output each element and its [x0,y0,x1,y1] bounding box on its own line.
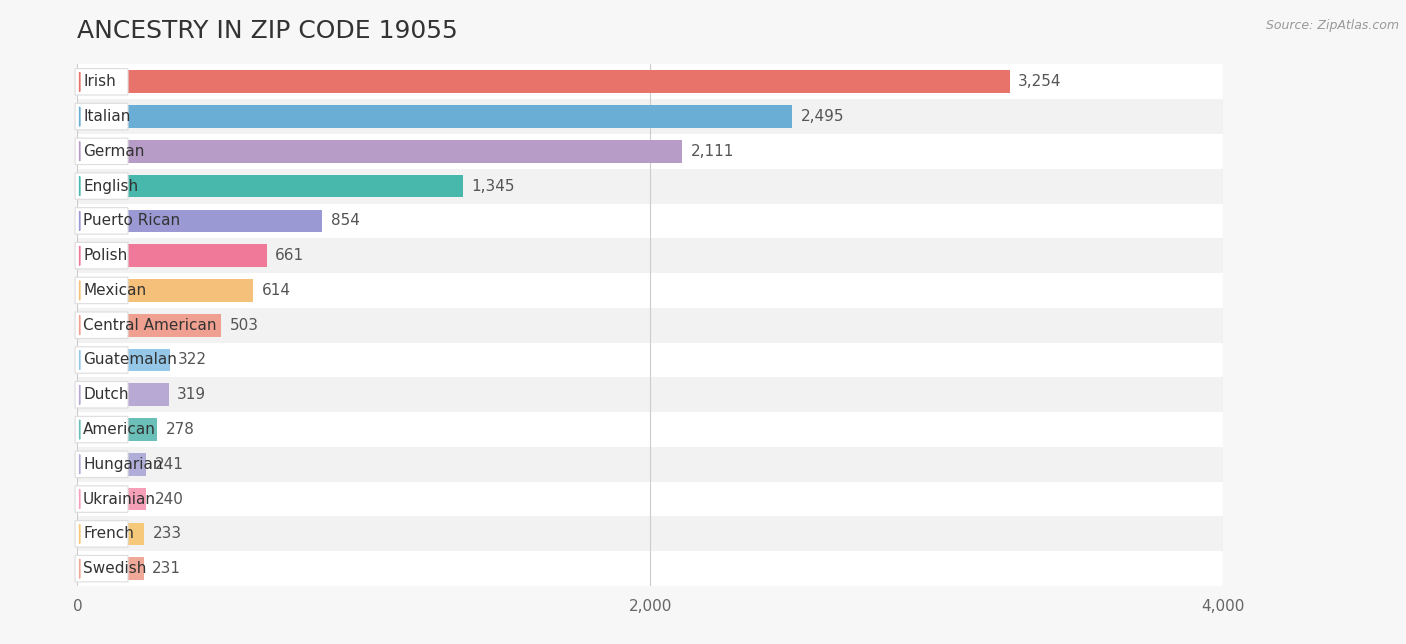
Text: 319: 319 [177,387,207,402]
Bar [77,377,1223,412]
Bar [77,516,1223,551]
Text: 3,254: 3,254 [1018,74,1062,90]
Text: 240: 240 [155,491,184,507]
Text: 231: 231 [152,561,181,576]
FancyBboxPatch shape [75,416,128,443]
Text: 503: 503 [231,317,259,333]
Text: Polish: Polish [83,248,128,263]
Text: 233: 233 [153,526,181,542]
FancyBboxPatch shape [75,277,128,304]
Text: Guatemalan: Guatemalan [83,352,177,368]
Bar [77,238,1223,273]
Text: French: French [83,526,134,542]
Text: Source: ZipAtlas.com: Source: ZipAtlas.com [1265,19,1399,32]
Text: 854: 854 [330,213,360,229]
Text: Dutch: Dutch [83,387,128,402]
Bar [77,447,1223,482]
Bar [77,175,463,198]
Bar [77,557,143,580]
Bar [77,488,146,511]
Bar [77,383,169,406]
Bar [77,99,1223,134]
FancyBboxPatch shape [75,451,128,478]
Text: Irish: Irish [83,74,115,90]
Bar [77,482,1223,516]
FancyBboxPatch shape [75,242,128,269]
Bar [77,244,267,267]
Text: 1,345: 1,345 [471,178,515,194]
FancyBboxPatch shape [75,103,128,130]
Text: Central American: Central American [83,317,217,333]
Text: English: English [83,178,138,194]
Bar [77,453,146,476]
Text: 278: 278 [166,422,194,437]
Text: 614: 614 [262,283,291,298]
Bar [77,134,1223,169]
Text: 241: 241 [155,457,184,472]
FancyBboxPatch shape [75,555,128,582]
Bar [77,209,322,232]
Text: 661: 661 [276,248,305,263]
Bar [77,343,1223,377]
Bar [77,273,1223,308]
Text: American: American [83,422,156,437]
Text: Swedish: Swedish [83,561,146,576]
Bar [77,140,682,163]
Text: ANCESTRY IN ZIP CODE 19055: ANCESTRY IN ZIP CODE 19055 [77,19,458,43]
Text: Italian: Italian [83,109,131,124]
Bar [77,204,1223,238]
FancyBboxPatch shape [75,138,128,165]
FancyBboxPatch shape [75,381,128,408]
Bar [77,279,253,302]
Text: Puerto Rican: Puerto Rican [83,213,180,229]
Text: 2,111: 2,111 [690,144,734,159]
Bar [77,314,221,337]
Text: 322: 322 [179,352,207,368]
FancyBboxPatch shape [75,312,128,339]
FancyBboxPatch shape [75,68,128,95]
Text: 2,495: 2,495 [800,109,844,124]
Bar [77,348,170,372]
Bar [77,308,1223,343]
Bar [77,551,1223,586]
Bar [77,64,1223,99]
Text: Hungarian: Hungarian [83,457,163,472]
Bar [77,412,1223,447]
FancyBboxPatch shape [75,207,128,234]
Bar [77,105,792,128]
Bar [77,169,1223,204]
Bar [77,522,143,545]
FancyBboxPatch shape [75,173,128,200]
Text: German: German [83,144,145,159]
FancyBboxPatch shape [75,346,128,374]
Text: Mexican: Mexican [83,283,146,298]
FancyBboxPatch shape [75,486,128,513]
Bar [77,70,1010,93]
Bar [77,418,157,441]
FancyBboxPatch shape [75,520,128,547]
Text: Ukrainian: Ukrainian [83,491,156,507]
